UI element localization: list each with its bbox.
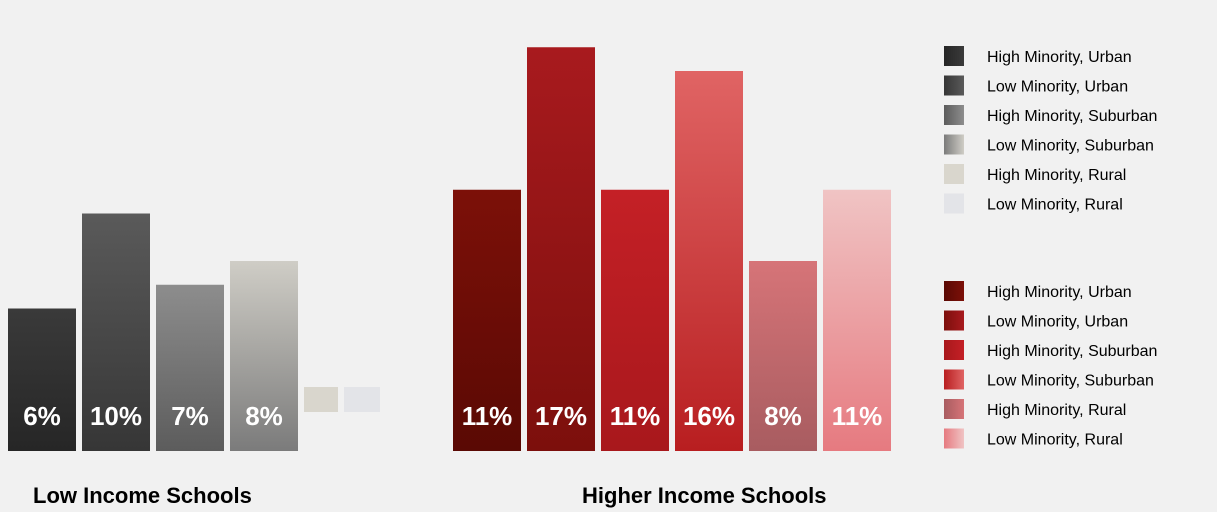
bar-value-label: 17%	[535, 401, 587, 431]
bar-value-label: 7%	[171, 401, 209, 431]
bar-1-3	[156, 284, 224, 451]
legend-swatch	[944, 369, 964, 390]
legend-swatch	[944, 193, 964, 214]
legend-label: Low Minority, Suburban	[987, 138, 1154, 155]
legend-swatch	[944, 46, 964, 66]
bar-group-2: 11% 17% 11% 16% 8% 11%	[453, 47, 891, 451]
legend-label: High Minority, Suburban	[987, 108, 1157, 125]
legend-label: High Minority, Suburban	[987, 343, 1157, 360]
group-title: Higher Income Schools	[582, 483, 827, 508]
bar-2-5	[749, 261, 817, 451]
bar-1-1	[8, 308, 76, 451]
bar-group-1: 6% 10% 7% 8%	[8, 213, 380, 451]
legend-label: High Minority, Urban	[987, 49, 1132, 66]
bar-1-4	[230, 261, 298, 451]
bar-1-2	[82, 213, 150, 451]
bar-value-label: 8%	[764, 401, 802, 431]
bar-value-label: 10%	[90, 401, 142, 431]
legend-swatch	[944, 399, 964, 419]
legend-swatch	[944, 164, 964, 184]
legend-label: High Minority, Urban	[987, 284, 1132, 301]
bar-value-label: 6%	[23, 401, 61, 431]
legend-label: Low Minority, Urban	[987, 79, 1128, 96]
legend-2: High Minority, Urban Low Minority, Urban H…	[944, 281, 1157, 449]
legend-swatch	[944, 134, 964, 155]
legend-label: Low Minority, Suburban	[987, 373, 1154, 390]
legend-swatch	[944, 428, 964, 449]
bar-2-4	[675, 71, 743, 451]
legend-label: Low Minority, Urban	[987, 314, 1128, 331]
bar-value-label: 11%	[610, 401, 661, 431]
legend-swatch	[944, 75, 964, 96]
legend-swatch	[944, 340, 964, 360]
bar-value-label: 16%	[683, 401, 735, 431]
legend-label: Low Minority, Rural	[987, 432, 1123, 449]
legend-label: Low Minority, Rural	[987, 197, 1123, 214]
bar-1-6	[344, 387, 380, 412]
legend-label: High Minority, Rural	[987, 402, 1126, 419]
bar-value-label: 11%	[462, 401, 513, 431]
bar-value-label: 8%	[245, 401, 283, 431]
bar-1-5	[304, 387, 338, 412]
bar-value-label: 11%	[832, 401, 883, 431]
legend-1: High Minority, Urban Low Minority, Urban H…	[944, 46, 1157, 214]
bar-2-3	[601, 189, 669, 451]
bar-2-1	[453, 189, 521, 451]
legend-label: High Minority, Rural	[987, 167, 1126, 184]
legend-swatch	[944, 281, 964, 301]
bar-2-2	[527, 47, 595, 451]
legend-swatch	[944, 105, 964, 125]
bar-2-6	[823, 189, 891, 451]
group-title: Low Income Schools	[33, 483, 252, 508]
legend-swatch	[944, 310, 964, 331]
